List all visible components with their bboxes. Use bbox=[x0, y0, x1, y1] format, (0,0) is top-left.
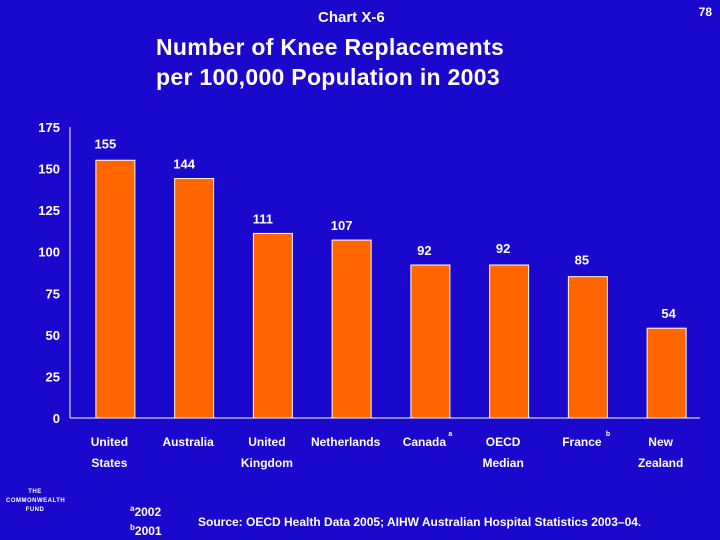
footnote-b-text: 2001 bbox=[134, 524, 162, 538]
data-label: 107 bbox=[331, 218, 353, 233]
y-tick-label: 50 bbox=[46, 328, 60, 343]
bar bbox=[646, 327, 687, 419]
x-tick-label-line-2: Median bbox=[482, 456, 523, 470]
commonwealth-fund-logo: THE COMMONWEALTH FUND bbox=[6, 488, 66, 522]
data-label: 111 bbox=[253, 211, 273, 226]
data-label: 85 bbox=[575, 253, 589, 268]
footnote-a: a2002 bbox=[130, 501, 162, 520]
chart-label: Chart X-6 bbox=[318, 9, 385, 26]
footnote-b: b2001 bbox=[130, 520, 162, 539]
y-tick-label: 175 bbox=[38, 120, 60, 135]
x-tick-label-line-2: States bbox=[91, 456, 127, 470]
chart-title-line-2: per 100,000 Population in 2003 bbox=[156, 64, 500, 90]
x-tick-label: France bbox=[562, 435, 602, 449]
footnote-marker: a bbox=[448, 431, 452, 438]
bar bbox=[567, 276, 608, 419]
logo-line-1: THE bbox=[28, 489, 42, 495]
x-tick-label-line-2: Kingdom bbox=[241, 456, 293, 470]
y-tick-label: 75 bbox=[46, 286, 60, 301]
footnote-b-mark: b bbox=[130, 523, 135, 532]
data-label: 92 bbox=[496, 241, 510, 256]
x-tick-label: Netherlands bbox=[311, 435, 381, 449]
chart-title-line-1: Number of Knee Replacements bbox=[156, 34, 505, 60]
bar bbox=[174, 178, 215, 419]
footnote-marker: b bbox=[606, 431, 610, 438]
data-label: 92 bbox=[417, 243, 431, 258]
chart-title: Number of Knee Replacements per 100,000 … bbox=[156, 32, 504, 92]
bar bbox=[252, 232, 293, 419]
y-tick-label: 25 bbox=[46, 369, 60, 384]
x-tick-label: United bbox=[248, 435, 285, 449]
x-tick-label: United bbox=[91, 435, 128, 449]
source-note: Source: OECD Health Data 2005; AIHW Aust… bbox=[198, 515, 642, 529]
y-tick-label: 100 bbox=[38, 245, 60, 260]
y-tick-label: 125 bbox=[38, 203, 60, 218]
footnote-a-text: 2002 bbox=[134, 505, 162, 519]
bar bbox=[331, 239, 372, 419]
data-label: 144 bbox=[173, 157, 195, 172]
x-tick-label: Australia bbox=[162, 435, 214, 449]
bar bbox=[95, 159, 136, 419]
data-label: 155 bbox=[95, 136, 117, 151]
footnotes: a2002 b2001 bbox=[130, 501, 162, 539]
x-tick-label-line-2: Zealand bbox=[638, 456, 683, 470]
x-tick-label: OECD bbox=[486, 435, 521, 449]
logo-line-2: COMMONWEALTH bbox=[6, 498, 66, 504]
x-tick-label: Canada bbox=[403, 435, 447, 449]
x-tick-label: New bbox=[648, 435, 673, 449]
bar bbox=[489, 264, 530, 419]
logo-line-3: FUND bbox=[25, 507, 45, 513]
y-tick-label: 0 bbox=[53, 411, 60, 426]
page-number: 78 bbox=[698, 5, 712, 19]
y-tick-label: 150 bbox=[38, 162, 60, 177]
bar-chart: 0 25 50 75 100 125 150 175 155 United States 144 Aus… bbox=[38, 120, 700, 470]
footnote-a-mark: a bbox=[130, 504, 135, 513]
data-label: 54 bbox=[661, 306, 676, 321]
bar bbox=[410, 264, 451, 419]
